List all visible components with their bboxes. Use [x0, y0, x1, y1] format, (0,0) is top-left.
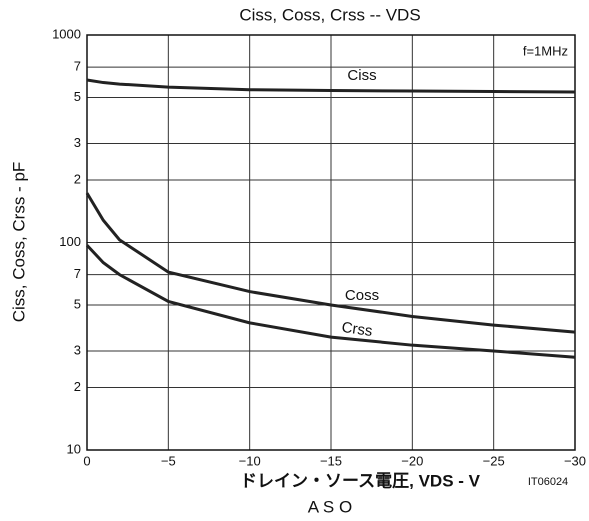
y-axis-label: Ciss, Coss, Crss - pF — [9, 162, 28, 323]
y-tick-label: 3 — [74, 342, 81, 357]
x-tick-label: 0 — [83, 453, 90, 468]
x-axis-label: ドレイン・ソース電圧, VDS - V — [240, 471, 481, 490]
series-line — [85, 244, 576, 359]
y-tick-label: 7 — [74, 266, 81, 281]
y-tick-label: 5 — [74, 89, 81, 104]
x-tick-label: −15 — [320, 453, 342, 468]
y-tick-label: 3 — [74, 135, 81, 150]
y-tick-label: 5 — [74, 296, 81, 311]
y-tick-label: 2 — [74, 379, 81, 394]
x-tick-label: −10 — [239, 453, 261, 468]
chart-title: Ciss, Coss, Crss -- VDS — [239, 5, 420, 24]
footer-text: A S O — [308, 497, 352, 516]
plot-frame — [86, 34, 576, 451]
series-label: Crss — [341, 319, 374, 340]
series-line — [85, 192, 576, 334]
y-tick-label: 10 — [67, 441, 81, 456]
y-tick-label: 2 — [74, 171, 81, 186]
x-tick-label: −30 — [564, 453, 586, 468]
y-tick-label: 100 — [59, 234, 81, 249]
y-tick-label: 1000 — [52, 26, 81, 41]
x-tick-label: −20 — [401, 453, 423, 468]
annotation: f=1MHz — [523, 43, 568, 58]
series-label: Coss — [345, 287, 379, 304]
x-tick-label: −25 — [483, 453, 505, 468]
series-label: Ciss — [347, 67, 376, 84]
figure-id: IT06024 — [528, 476, 568, 488]
y-tick-label: 7 — [74, 59, 81, 74]
series-line — [86, 78, 576, 94]
x-tick-label: −5 — [161, 453, 176, 468]
